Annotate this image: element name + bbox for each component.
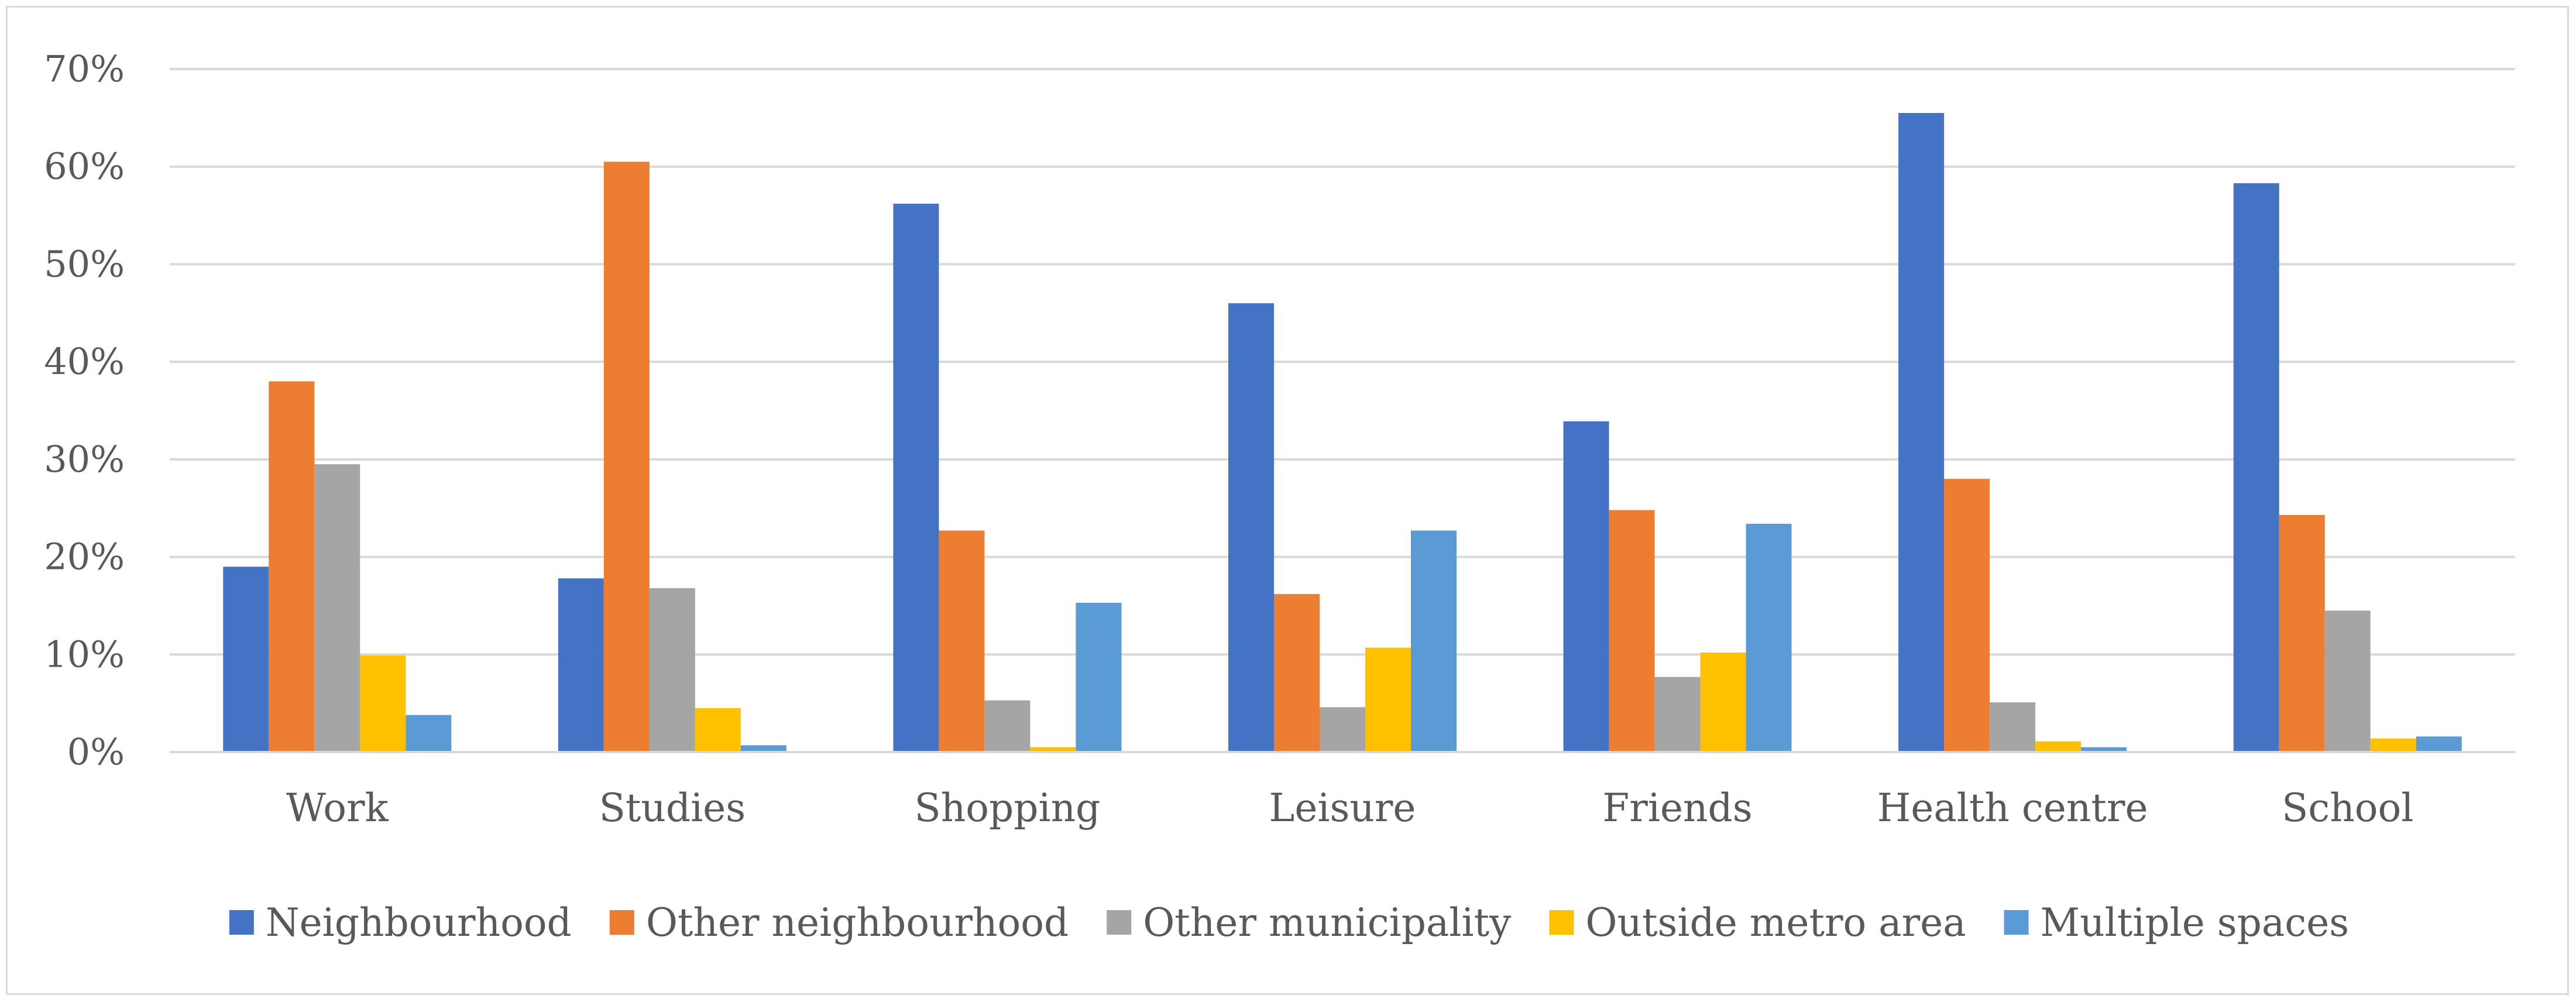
bar xyxy=(1990,702,2036,752)
bar xyxy=(1563,421,1609,752)
category-label: Friends xyxy=(1603,785,1753,831)
bar xyxy=(1898,113,1945,752)
bars xyxy=(223,113,2462,753)
legend-swatch xyxy=(2004,910,2029,935)
bar xyxy=(649,588,695,752)
legend-item: Neighbourhood xyxy=(229,900,572,945)
bar xyxy=(2233,183,2279,752)
bar xyxy=(1746,523,1792,752)
chart-frame: 0% 10% 20% 30% 40% 50% 60% 70% Work Studies Shopp… xyxy=(6,6,2569,995)
gridlines xyxy=(170,68,2515,656)
y-tick-label: 40% xyxy=(44,340,125,383)
legend-swatch xyxy=(229,910,254,935)
y-tick-label: 60% xyxy=(44,145,125,188)
bar xyxy=(939,530,985,752)
y-tick-label: 10% xyxy=(44,633,125,675)
bar xyxy=(1944,479,1990,752)
legend-label: Neighbourhood xyxy=(266,900,572,945)
y-tick-label: 70% xyxy=(44,47,125,90)
legend-label: Other neighbourhood xyxy=(646,900,1069,945)
bar xyxy=(1365,647,1411,752)
y-tick-label: 30% xyxy=(44,438,125,481)
bar xyxy=(1609,510,1655,752)
legend-item: Outside metro area xyxy=(1549,900,1966,945)
legend-swatch xyxy=(1549,910,1574,935)
bar-chart: 0% 10% 20% 30% 40% 50% 60% 70% Work Studies Shopp… xyxy=(44,47,2515,945)
bar xyxy=(1320,707,1365,752)
bar xyxy=(1411,530,1457,752)
legend-label: Other municipality xyxy=(1143,900,1512,945)
bar xyxy=(2081,747,2127,752)
legend-item: Other neighbourhood xyxy=(609,900,1069,945)
legend-item: Other municipality xyxy=(1107,900,1512,945)
category-label: Work xyxy=(286,785,389,831)
bar xyxy=(1274,593,1320,752)
category-label: Health centre xyxy=(1877,785,2148,831)
legend-label: Outside metro area xyxy=(1585,900,1966,945)
category-label: Shopping xyxy=(915,785,1101,831)
y-tick-label: 50% xyxy=(44,242,125,285)
bar xyxy=(1228,303,1274,752)
bar xyxy=(406,715,452,752)
bar xyxy=(314,464,360,752)
bar xyxy=(2324,610,2371,752)
bar xyxy=(1076,602,1122,752)
legend-swatch xyxy=(1107,910,1132,935)
legend: Neighbourhood Other neighbourhood Other mu… xyxy=(229,900,2349,945)
bar xyxy=(695,708,741,752)
legend-item: Multiple spaces xyxy=(2004,900,2350,945)
y-axis-tick-labels: 0% 10% 20% 30% 40% 50% 60% 70% xyxy=(44,47,125,773)
bar xyxy=(360,655,406,752)
bar xyxy=(893,204,939,753)
y-tick-label: 20% xyxy=(44,536,125,578)
category-label: Studies xyxy=(599,785,746,831)
bar xyxy=(984,700,1031,752)
bar xyxy=(603,162,650,753)
y-tick-label: 0% xyxy=(67,730,125,773)
bar xyxy=(269,381,315,752)
bar xyxy=(223,567,269,752)
legend-swatch xyxy=(609,910,634,935)
category-label: School xyxy=(2282,785,2413,831)
bar xyxy=(2370,738,2416,752)
category-label: Leisure xyxy=(1269,785,1416,831)
bar xyxy=(1700,652,1746,752)
bar xyxy=(1030,747,1076,752)
bar xyxy=(558,578,604,752)
bar xyxy=(2416,736,2462,752)
legend-label: Multiple spaces xyxy=(2041,900,2350,945)
category-labels: Work Studies Shopping Leisure Friends Health … xyxy=(286,785,2413,831)
bar xyxy=(740,745,786,752)
bar xyxy=(1654,677,1701,752)
bar xyxy=(2035,741,2082,752)
bar xyxy=(2279,514,2325,752)
